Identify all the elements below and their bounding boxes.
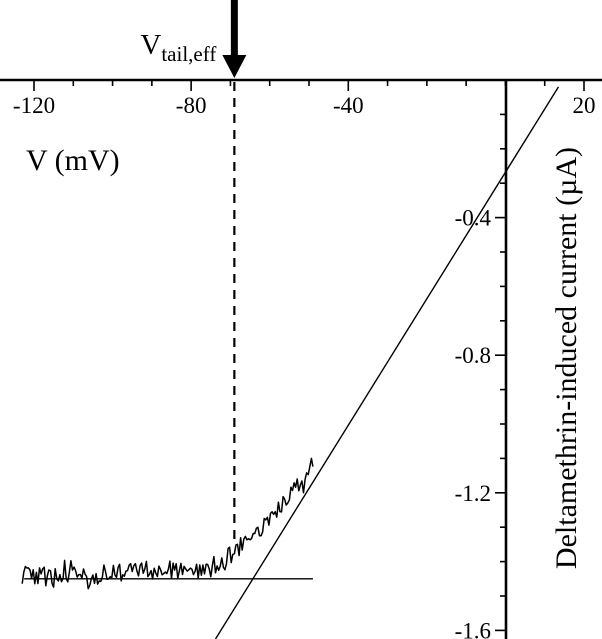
current-trace: [21, 457, 314, 590]
x-tick-label: -120: [13, 93, 55, 118]
vtail-label: Vtail,eff: [140, 29, 216, 66]
y-tick-label: -0.4: [455, 206, 492, 231]
x-tick-labels: -120 -80 -40 20: [13, 93, 596, 118]
x-tick-label: -80: [176, 93, 207, 118]
vtail-down-arrow-icon: [222, 0, 247, 78]
vtail-label-sub: tail,eff: [161, 42, 216, 66]
y-ticks: [495, 113, 506, 632]
y-tick-labels: -0.4 -0.8 -1.2 -1.6: [455, 206, 492, 639]
x-ticks: [33, 80, 585, 91]
linear-fit-line: [214, 86, 560, 639]
y-tick-label: -1.6: [455, 618, 491, 639]
x-axis: -120 -80 -40 20: [0, 78, 602, 118]
x-axis-title: V (mV): [26, 144, 120, 177]
y-axis: -0.4 -0.8 -1.2 -1.6: [455, 80, 508, 639]
y-tick-label: -0.8: [455, 343, 491, 368]
x-tick-label: -40: [333, 93, 364, 118]
y-axis-title: Deltamethrin-induced current (µA): [550, 147, 583, 569]
x-tick-label: 20: [573, 93, 596, 118]
vtail-label-main: V: [140, 29, 161, 61]
y-tick-label: -1.2: [455, 481, 491, 506]
